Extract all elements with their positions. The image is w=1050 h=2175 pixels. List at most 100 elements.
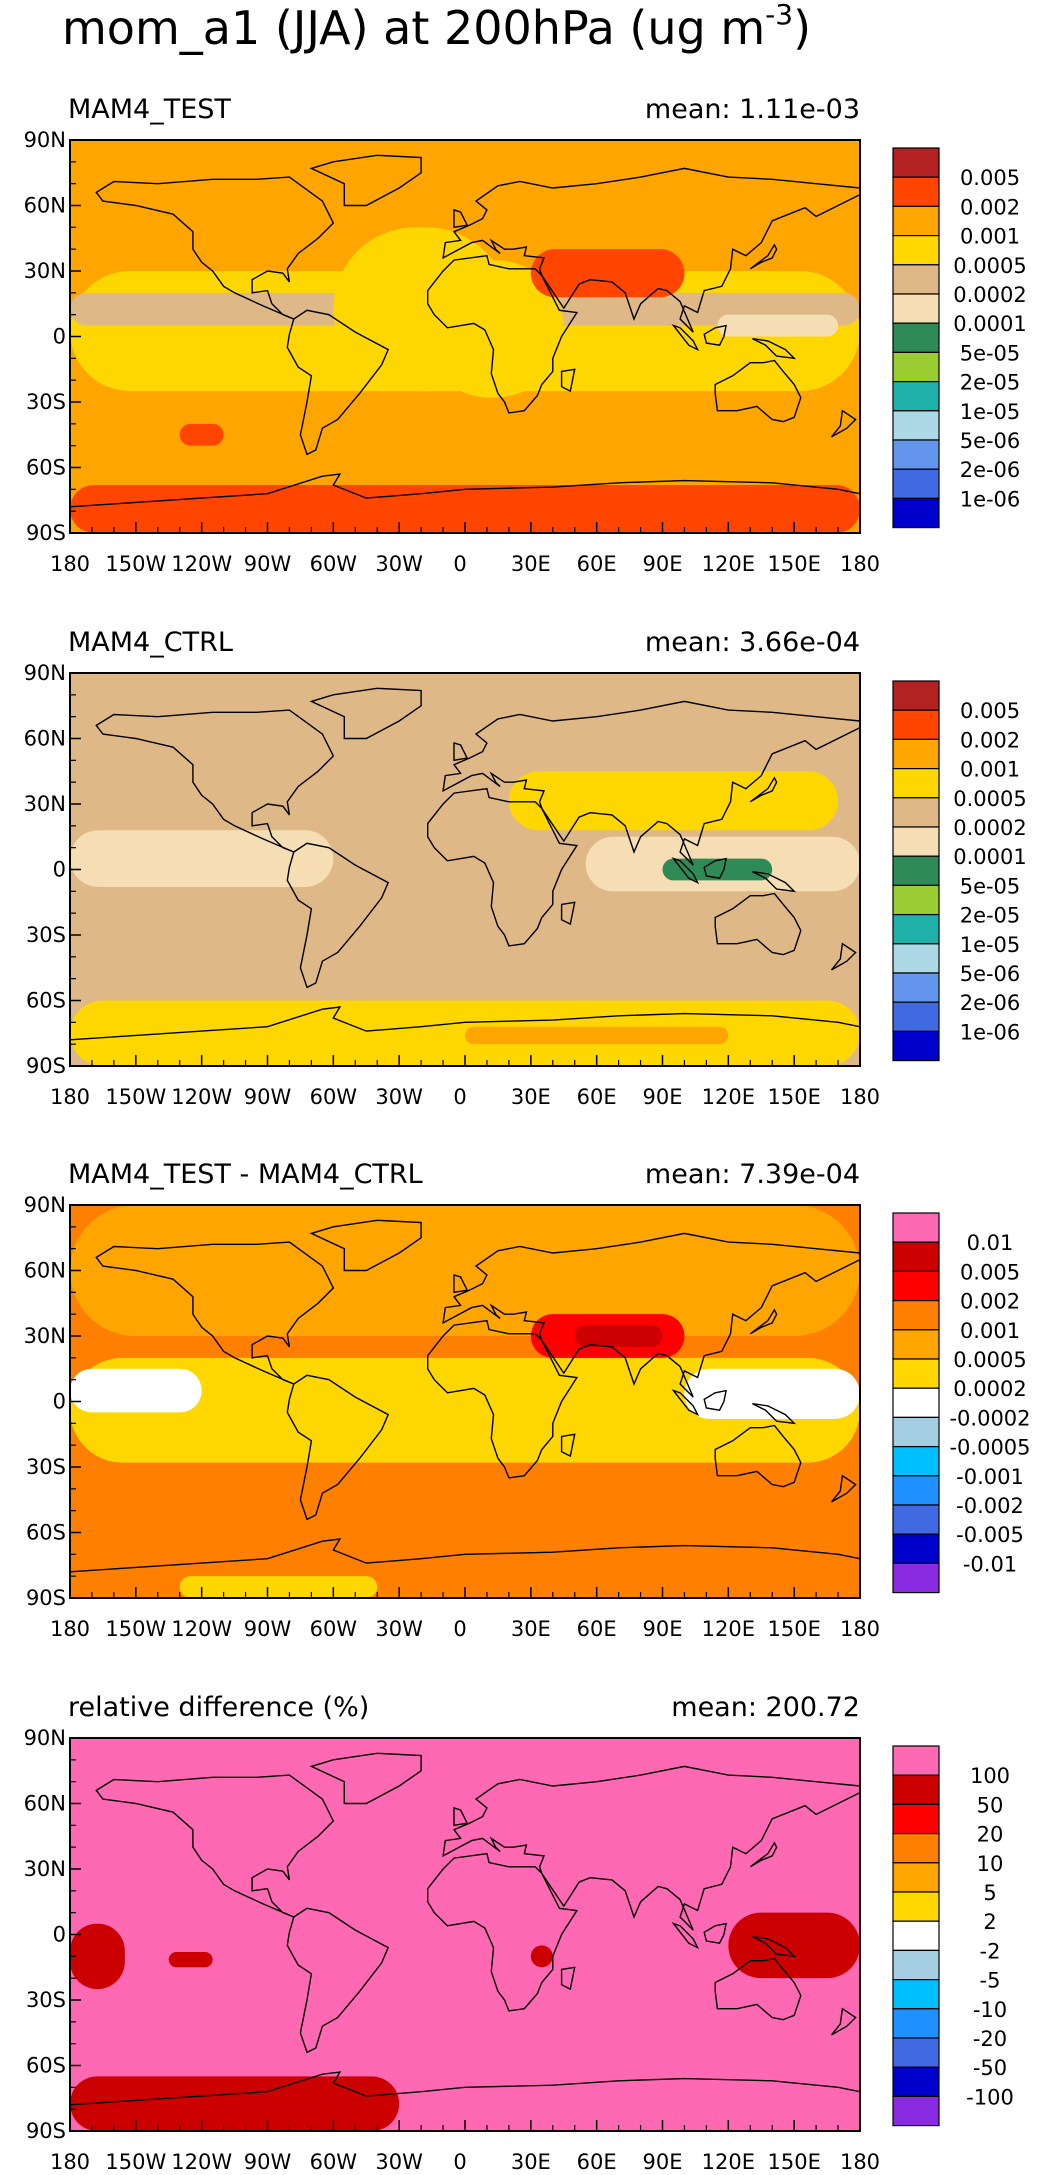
legend-label: 2e-05 — [960, 371, 1021, 395]
panel-2: 90N 60N 30N 0 30S 60S 90S 180 150W 120W 90W 60W 30W 0… — [24, 627, 1027, 1109]
coast-new-guinea — [752, 871, 797, 893]
legend-label: 0.0002 — [953, 1377, 1026, 1401]
x-tick-label: 120W — [171, 1617, 232, 1641]
coast-sumatra — [671, 857, 700, 885]
x-tick-label: 150E — [767, 552, 820, 576]
contour-regions — [70, 771, 860, 1066]
map-background — [70, 1738, 860, 2131]
legend-label: 0.0001 — [953, 312, 1026, 336]
legend-swatch — [892, 1978, 940, 2010]
coast-north-america — [95, 1774, 335, 1918]
coast-borneo — [703, 1922, 727, 1944]
coast-north-america — [95, 709, 335, 853]
legend-swatch — [892, 884, 940, 916]
region-pacific-small — [168, 1951, 213, 1968]
x-tick-label: 180 — [50, 2150, 90, 2174]
legend-swatch — [892, 1030, 940, 1062]
y-tick-label: 30N — [24, 1857, 66, 1881]
y-tick-label: 60N — [24, 1259, 66, 1283]
region-wheat-west — [70, 830, 334, 887]
y-tick-label: 0 — [53, 325, 66, 349]
coast-africa — [427, 787, 579, 947]
legend-swatch — [892, 235, 940, 266]
y-tick-label: 90N — [24, 661, 66, 685]
region-tropical-gold — [70, 1357, 860, 1463]
region-west-pacific-wheat — [717, 314, 839, 337]
coast-madagascar — [560, 368, 576, 393]
legend-swatch — [892, 1212, 940, 1243]
x-tick-label: 150E — [767, 1617, 820, 1641]
coast-new-zealand — [830, 942, 857, 971]
x-tick-label: 150E — [767, 1085, 820, 1109]
coast-greenland — [309, 1752, 422, 1805]
legend-swatch — [892, 1862, 940, 1893]
legend-swatch — [892, 1803, 940, 1835]
legend-label: -2 — [980, 1939, 1001, 1963]
coast-south-america — [286, 1374, 390, 1521]
x-tick-label: 30W — [375, 2150, 423, 2174]
coast-africa — [427, 1319, 579, 1479]
legend-label: 0.0001 — [953, 845, 1026, 869]
x-tick-label: 180 — [840, 1617, 880, 1641]
y-tick-label: 0 — [53, 1390, 66, 1414]
coast-britain — [453, 1273, 469, 1294]
legend-swatch — [892, 1533, 940, 1564]
legend-swatch — [892, 497, 940, 529]
legend-swatch — [892, 826, 940, 857]
legend-swatch — [892, 680, 940, 711]
panel-subtitle: MAM4_TEST - MAM4_CTRL — [68, 1159, 423, 1190]
legend-swatch — [892, 1562, 940, 1594]
legend-label: 0.005 — [960, 1260, 1020, 1284]
y-tick-label: 60N — [24, 1792, 66, 1816]
y-tick-label: 90N — [24, 128, 66, 152]
legend-swatch — [892, 709, 940, 741]
x-tick-label: 30E — [511, 1085, 551, 1109]
coast-japan — [749, 776, 778, 803]
legend-swatch — [892, 943, 940, 974]
legend-swatch — [892, 381, 940, 412]
x-tick-label: 0 — [453, 1617, 466, 1641]
x-tick-label: 90W — [244, 552, 292, 576]
legend-swatch — [892, 351, 940, 383]
region-white-east — [684, 1368, 860, 1419]
x-tick-label: 0 — [453, 1085, 466, 1109]
legend-swatch — [892, 1949, 940, 1981]
region-south-pacific-patch — [179, 423, 224, 446]
coast-new-zealand — [830, 2007, 857, 2036]
legend-label: 0.0005 — [953, 787, 1026, 811]
contour-regions — [70, 1205, 860, 1598]
y-tick-label: 30N — [24, 1324, 66, 1348]
x-tick-label: 150W — [105, 1085, 166, 1109]
region-east-pacific-patch — [70, 1923, 125, 1990]
legend-swatch — [892, 147, 940, 178]
x-tick-label: 180 — [840, 552, 880, 576]
y-tick-label: 30S — [26, 923, 66, 947]
y-tick-label: 60N — [24, 194, 66, 218]
y-tick-label: 60N — [24, 727, 66, 751]
panel-3: 90N 60N 30N 0 30S 60S 90S 180 150W 120W 90W 60W 30W 0… — [24, 1159, 1031, 1641]
y-tick-label: 90N — [24, 1726, 66, 1750]
legend-label: 0.001 — [960, 1319, 1020, 1343]
coast-australia — [714, 1424, 802, 1488]
y-tick-label: 90N — [24, 1193, 66, 1217]
x-tick-label: 120E — [702, 1617, 755, 1641]
legend-label: -10 — [973, 1998, 1007, 2022]
x-tick-label: 90E — [643, 1085, 683, 1109]
coast-eurasia — [442, 1232, 860, 1398]
legend-label: -0.005 — [956, 1523, 1024, 1547]
coast-borneo — [703, 1389, 727, 1411]
y-tick-label: 60S — [26, 456, 66, 480]
legend-label: -100 — [966, 2085, 1014, 2109]
x-tick-label: 90E — [643, 1617, 683, 1641]
coast-new-guinea — [752, 1403, 797, 1425]
coast-greenland — [309, 687, 422, 740]
legend: 0.005 0.002 0.001 0.0005 0.0002 0.0001 5e-05 2e… — [892, 147, 1027, 529]
legend-label: 5e-05 — [960, 874, 1021, 898]
legend-swatch — [892, 1241, 940, 1272]
x-tick-label: 0 — [453, 552, 466, 576]
legend-swatch — [892, 913, 940, 945]
coast-eurasia — [442, 1765, 860, 1931]
y-tick-label: 30S — [26, 1988, 66, 2012]
legend: 0.005 0.002 0.001 0.0005 0.0002 0.0001 5e-05 2e… — [892, 680, 1027, 1062]
x-tick-label: 120W — [171, 552, 232, 576]
